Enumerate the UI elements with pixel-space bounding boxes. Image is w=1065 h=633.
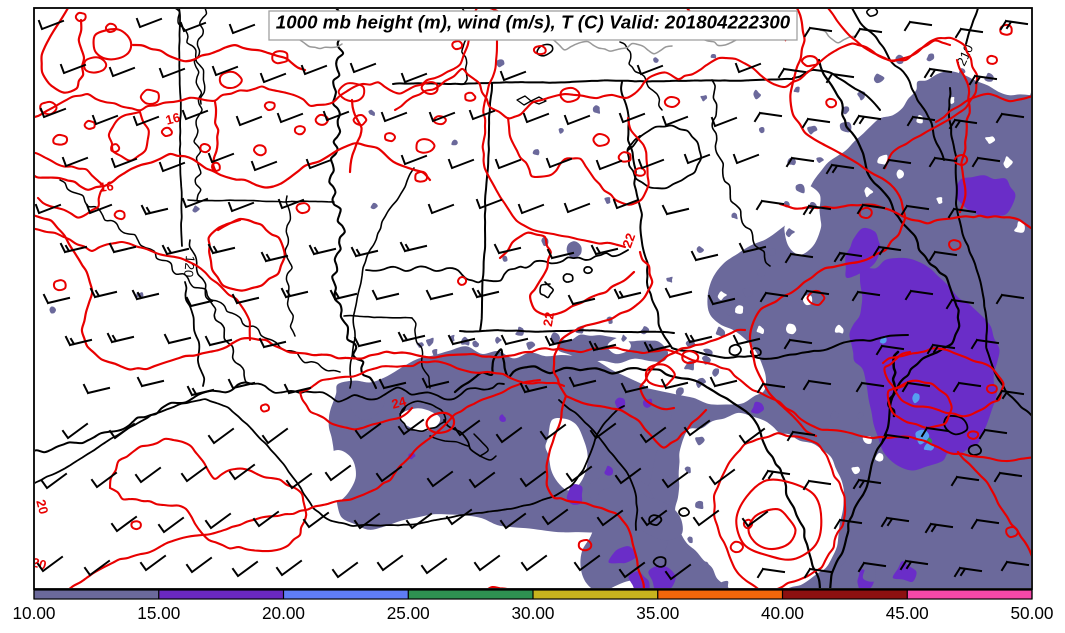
svg-text:16: 16 — [164, 110, 182, 128]
svg-text:20: 20 — [30, 555, 48, 573]
svg-text:24: 24 — [390, 393, 409, 411]
svg-text:22: 22 — [619, 231, 638, 250]
svg-text:35.00: 35.00 — [636, 603, 679, 623]
svg-text:50.00: 50.00 — [1010, 603, 1053, 623]
svg-text:1000 mb height (m), wind (m/s): 1000 mb height (m), wind (m/s), T (C) Va… — [276, 12, 791, 33]
svg-text:22: 22 — [540, 311, 557, 328]
svg-text:40.00: 40.00 — [761, 603, 804, 623]
svg-text:30.00: 30.00 — [511, 603, 554, 623]
svg-text:25.00: 25.00 — [387, 603, 430, 623]
svg-text:15.00: 15.00 — [137, 603, 180, 623]
svg-text:20: 20 — [33, 498, 51, 516]
svg-text:16: 16 — [98, 178, 114, 195]
svg-text:10.00: 10.00 — [12, 603, 55, 623]
svg-text:45.00: 45.00 — [886, 603, 929, 623]
svg-text:20.00: 20.00 — [262, 603, 305, 623]
